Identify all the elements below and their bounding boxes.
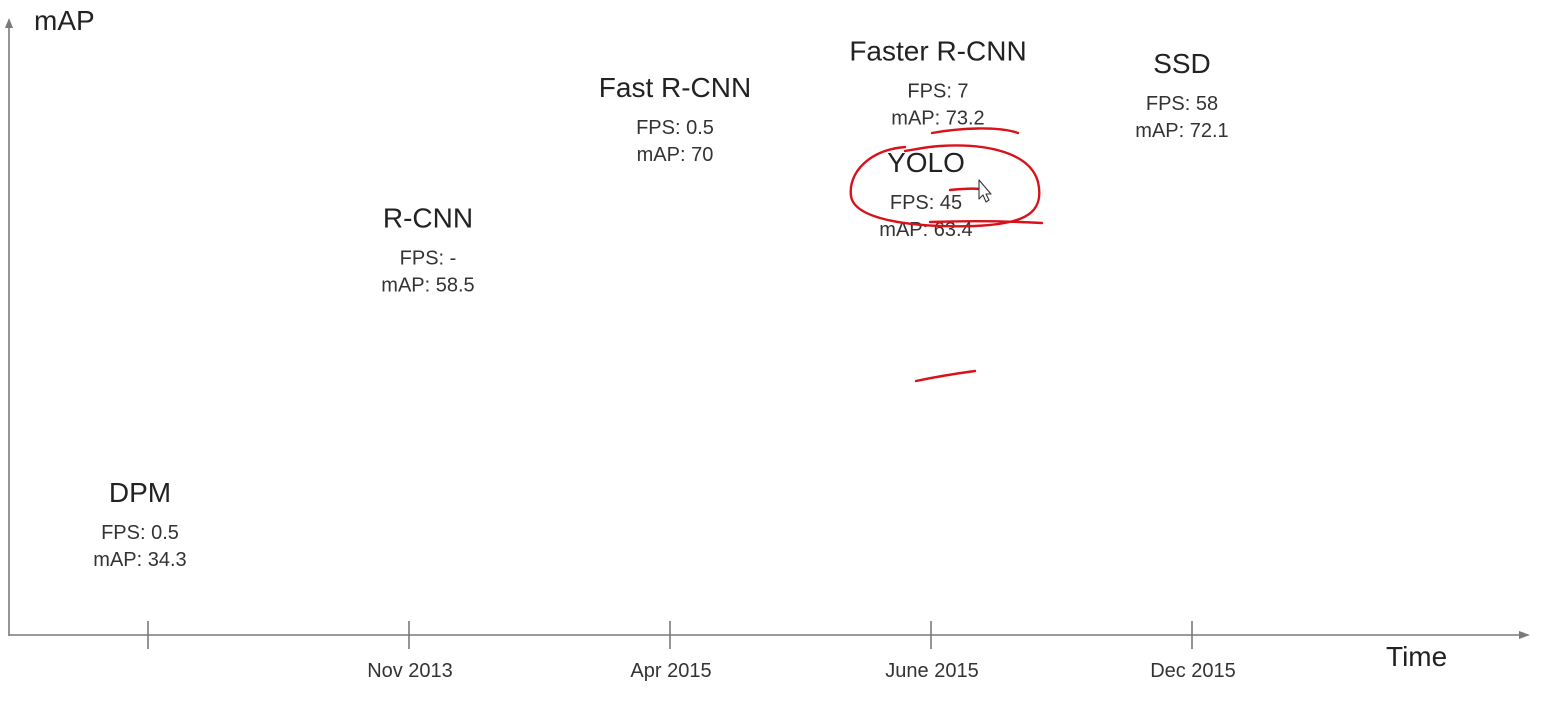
map-label: mAP: 70: [637, 144, 714, 166]
model-point: Faster R-CNN FPS: 7 mAP: 73.2: [849, 36, 1026, 130]
fps-label: FPS: -: [400, 247, 457, 269]
y-axis-arrow: [5, 18, 13, 28]
map-label: mAP: 63.4: [879, 219, 972, 241]
fps-label: FPS: 58: [1146, 93, 1218, 115]
x-tick-label: June 2015: [885, 660, 978, 682]
annotation-underline-yolo-icon: [914, 369, 977, 383]
model-point: Fast R-CNN FPS: 0.5 mAP: 70: [599, 72, 751, 166]
model-points: DPM FPS: 0.5 mAP: 34.3 R-CNN FPS: - mAP: 58.5…: [93, 36, 1228, 572]
x-tick-label: Nov 2013: [367, 660, 453, 682]
y-axis-label: mAP: [34, 5, 95, 36]
x-axis-arrow: [1519, 631, 1530, 639]
x-axis-label: Time: [1386, 641, 1447, 672]
map-label: mAP: 73.2: [891, 108, 984, 130]
fps-label: FPS: 0.5: [101, 522, 179, 544]
model-name-label: Faster R-CNN: [849, 36, 1026, 67]
x-tick-label: Dec 2015: [1150, 660, 1236, 682]
x-axis-ticks: Nov 2013 Apr 2015 June 2015 Dec 2015: [147, 621, 1236, 682]
model-name-label: DPM: [109, 477, 171, 508]
annotation-marks: [849, 127, 1044, 383]
model-point: R-CNN FPS: - mAP: 58.5: [381, 202, 474, 296]
map-label: mAP: 72.1: [1135, 120, 1228, 142]
x-axis: Time: [9, 631, 1530, 672]
annotation-underline-map-icon: [928, 220, 1044, 225]
model-name-label: Fast R-CNN: [599, 72, 751, 103]
fps-label: FPS: 0.5: [636, 117, 714, 139]
model-point: YOLO FPS: 45 mAP: 63.4: [879, 147, 972, 241]
model-name-label: R-CNN: [383, 202, 473, 233]
fps-label: FPS: 45: [890, 192, 962, 214]
y-axis: mAP: [5, 5, 95, 636]
x-tick-label: Apr 2015: [630, 660, 711, 682]
model-point: DPM FPS: 0.5 mAP: 34.3: [93, 477, 186, 571]
model-point: SSD FPS: 58 mAP: 72.1: [1135, 48, 1228, 142]
annotation-underline-fps-icon: [948, 187, 982, 192]
mouse-cursor-icon: [978, 179, 992, 203]
model-name-label: YOLO: [887, 147, 965, 178]
annotation-underline-top-icon: [930, 127, 1020, 135]
map-label: mAP: 34.3: [93, 549, 186, 571]
annotation-circle-icon: [849, 144, 1041, 228]
map-label: mAP: 58.5: [381, 274, 474, 296]
model-name-label: SSD: [1153, 48, 1211, 79]
fps-label: FPS: 7: [907, 81, 968, 103]
